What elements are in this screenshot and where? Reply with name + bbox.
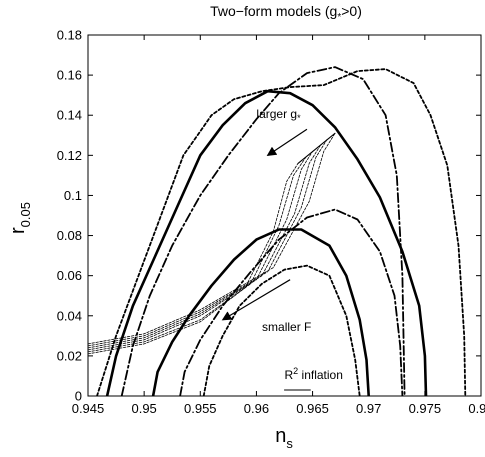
annotation-label: smaller F [262, 320, 311, 334]
annotation-layer: larger g* smaller F R2 inflation [221, 107, 343, 382]
y-tick-label: 0.14 [57, 108, 82, 123]
x-tick-label: 0.975 [409, 401, 442, 416]
series-dash-dot-line-3 [179, 208, 404, 396]
series-fine-dashed-line-8 [88, 150, 313, 351]
plot-frame [87, 34, 482, 397]
series-solid-thick-line-0 [105, 89, 428, 396]
y-axis-label: r0.05 [7, 202, 33, 234]
chart-title: Two−form models (g*>0) [210, 3, 362, 23]
series-solid-thin-line-12 [297, 132, 336, 164]
series-fine-dashed-line-11 [88, 132, 336, 345]
y-tick-label: 0.18 [57, 28, 82, 43]
x-tick-label: 0.97 [356, 401, 381, 416]
y-tick-label: 0.12 [57, 148, 82, 163]
series-dotted-line-5 [202, 264, 361, 396]
series-fine-dashed-line-9 [88, 144, 321, 349]
series-fine-dashed-line-7 [88, 156, 307, 353]
y-tick-label: 0 [75, 389, 82, 404]
series-layer [88, 66, 467, 396]
y-tick-label: 0.1 [64, 188, 82, 203]
y-tick-label: 0.16 [57, 68, 82, 83]
annotation-label: R2 inflation [285, 366, 343, 382]
y-tick-label: 0.02 [57, 348, 82, 363]
x-axis-label: ns [275, 425, 293, 451]
y-tick-label: 0.06 [57, 268, 82, 283]
series-fine-dashed-line-10 [88, 138, 328, 347]
x-tick-label: 0.96 [244, 401, 269, 416]
y-tick-label: 0.04 [57, 308, 82, 323]
x-tick-label: 0.955 [184, 401, 217, 416]
y-axis: 0 0.02 0.04 0.06 0.08 0.1 0.12 0.14 0.16 0.18 [57, 28, 481, 404]
series-dash-dot-line-2 [120, 66, 406, 396]
x-axis: 0.945 0.95 0.955 0.96 0.965 0.97 0.975 0.98 [72, 35, 485, 416]
x-tick-label: 0.98 [468, 401, 485, 416]
annotation-arrow [266, 128, 308, 156]
annotation-label: larger g* [256, 107, 301, 123]
x-tick-label: 0.95 [131, 401, 156, 416]
x-tick-label: 0.965 [296, 401, 329, 416]
y-tick-label: 0.08 [57, 228, 82, 243]
series-dotted-line-4 [96, 68, 467, 396]
annotation-arrow [221, 279, 291, 321]
series-solid-thick-line-1 [151, 228, 370, 396]
x-tick-label: 0.945 [72, 401, 105, 416]
